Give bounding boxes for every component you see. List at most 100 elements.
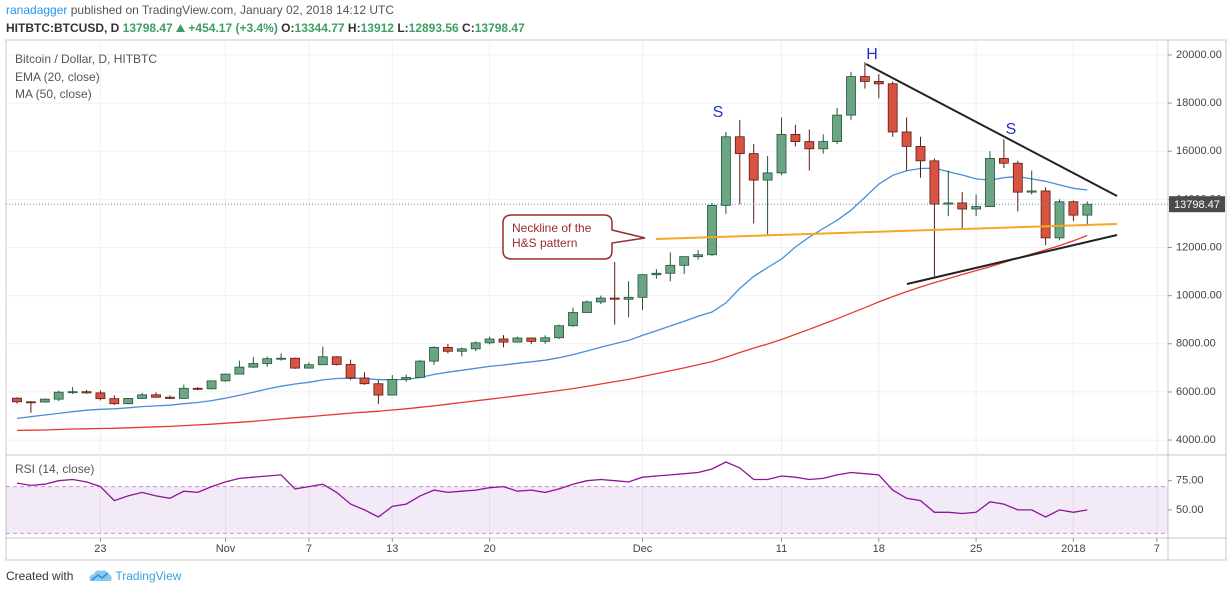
candle-body [971, 206, 981, 210]
created-with: Created with [6, 569, 74, 583]
y-tick-label: 50.00 [1176, 504, 1204, 516]
y-tick-label: 12000.00 [1176, 241, 1222, 253]
candle-body [290, 357, 300, 369]
candle-body [804, 141, 815, 150]
candle-body [748, 153, 759, 181]
symbol-line: HITBTC:BTCUSD, D 13798.47 +454.17 (+3.4%… [6, 21, 525, 35]
candle-body [192, 387, 203, 390]
candle-body [415, 360, 426, 378]
change: +454.17 (+3.4%) [188, 21, 278, 35]
candle-body [1054, 201, 1065, 239]
callout-text: Neckline of the [512, 221, 592, 235]
candle-body [178, 387, 189, 399]
candle-body [234, 366, 245, 375]
grid: 23 Nov 7 13 20 Dec 11 18 25 2018 7 4000.00 6000.00 80… [6, 40, 1222, 555]
candle-body [637, 274, 648, 298]
candle-body [345, 364, 356, 379]
candle-body [707, 204, 717, 256]
candle-body [53, 391, 64, 400]
x-tick-label: 7 [1154, 543, 1160, 555]
candle-body [790, 133, 801, 142]
trendline-upper [865, 63, 1118, 197]
callout-box [502, 214, 646, 260]
candle-body [1012, 162, 1023, 193]
y-tick-label: 18000.00 [1176, 97, 1222, 109]
candle-body [512, 337, 523, 343]
candle-body [123, 398, 134, 405]
frame [5, 39, 1227, 561]
x-tick-label: 2018 [1061, 543, 1085, 555]
candle-body [665, 264, 676, 274]
candle-body [999, 158, 1009, 164]
candle-body [776, 133, 787, 174]
candle-body [846, 76, 856, 116]
candle-body [484, 338, 495, 344]
y-tick-label: 75.00 [1176, 475, 1204, 487]
x-tick-label: 18 [873, 543, 885, 555]
candle-body [303, 364, 314, 369]
candle-body [832, 114, 842, 142]
author[interactable]: ranadagger [6, 3, 68, 17]
candle-body [151, 394, 161, 398]
y-tick-label: 10000.00 [1176, 290, 1222, 302]
legend-entry: EMA (20, close) [15, 70, 100, 84]
last-price: 13798.47 [122, 21, 173, 35]
candle-body [721, 136, 731, 206]
candle-body [568, 312, 578, 327]
candle-body [206, 380, 217, 390]
candle-body [957, 202, 968, 210]
series-line [16, 461, 1088, 518]
candle-body [901, 131, 912, 147]
x-tick-label: Nov [216, 543, 236, 555]
x-tick-label: 7 [306, 543, 312, 555]
x-tick-label: 11 [776, 543, 787, 555]
candle-body [67, 391, 78, 394]
brand[interactable]: TradingView [115, 569, 182, 583]
x-tick-label: Dec [633, 543, 653, 555]
candle-body [651, 272, 662, 276]
ohlc-value: 13344.77 [294, 21, 345, 35]
candle-body [359, 377, 370, 385]
candle-body [554, 325, 564, 339]
x-tick-label: 25 [970, 543, 982, 555]
rsi-band [6, 486, 1168, 534]
series-line [16, 167, 1088, 420]
candle-body [595, 297, 606, 303]
drawings: Neckline of the H&S pattern [502, 63, 1118, 285]
candle-body [679, 256, 690, 266]
candle-body [887, 83, 898, 133]
candle-body [387, 379, 398, 396]
candle-body [109, 398, 120, 405]
ohlc-value: 12893.56 [408, 21, 459, 35]
candle-body [526, 337, 537, 342]
y-tick-label: 6000.00 [1176, 386, 1216, 398]
candle-body [164, 396, 175, 399]
candle-body [373, 383, 384, 396]
y-tick-label: 16000.00 [1176, 145, 1222, 157]
candle-body [442, 346, 453, 352]
candle-body [1082, 203, 1093, 216]
candle-body [929, 160, 940, 205]
candle-body [860, 76, 870, 82]
annotation: S [1006, 121, 1017, 138]
candle-body [429, 346, 439, 362]
x-tick-label: 23 [94, 543, 106, 555]
candle-body [220, 373, 231, 382]
candle-body [470, 342, 481, 350]
callout-text: H&S pattern [512, 236, 577, 250]
annotation: H [866, 46, 878, 63]
candle-body [276, 357, 287, 360]
candle-body [1068, 201, 1079, 216]
candle-body [25, 401, 36, 404]
footer: Created with TradingView [6, 569, 181, 583]
candle-body [623, 296, 634, 300]
candle-body [818, 141, 829, 150]
y-tick-label: 20000.00 [1176, 49, 1222, 61]
candle-body [1040, 190, 1051, 239]
neckline [655, 223, 1118, 240]
candle-body [81, 391, 92, 394]
candle-body [582, 301, 592, 313]
candle-body [12, 397, 22, 403]
candle-body [137, 394, 148, 399]
y-tick-label: 4000.00 [1176, 434, 1216, 446]
